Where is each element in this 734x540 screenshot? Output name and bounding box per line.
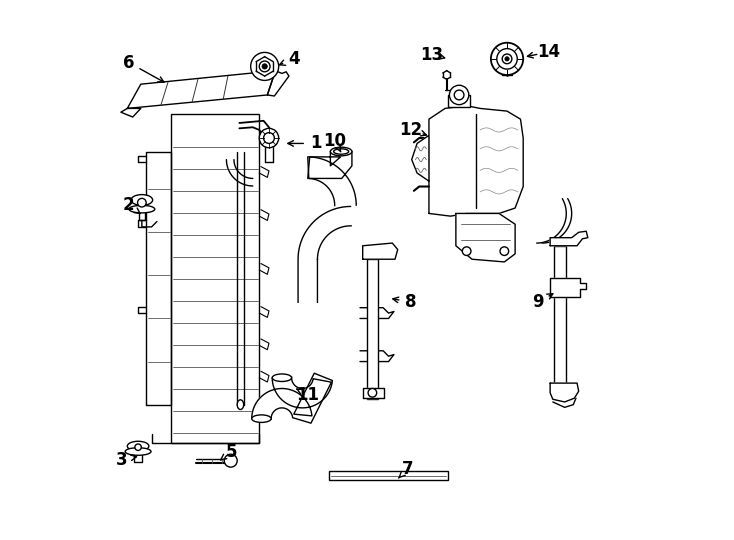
Polygon shape bbox=[550, 383, 578, 402]
Text: 4: 4 bbox=[288, 50, 300, 68]
Circle shape bbox=[137, 198, 146, 207]
Text: 7: 7 bbox=[401, 460, 413, 478]
Polygon shape bbox=[121, 109, 141, 117]
Text: 1: 1 bbox=[310, 134, 321, 152]
Text: 9: 9 bbox=[532, 293, 544, 312]
Ellipse shape bbox=[252, 415, 271, 422]
Bar bbox=[554, 246, 566, 388]
Text: 11: 11 bbox=[297, 386, 319, 404]
Circle shape bbox=[462, 247, 471, 255]
Polygon shape bbox=[550, 278, 586, 297]
Text: 6: 6 bbox=[123, 53, 134, 72]
Circle shape bbox=[502, 54, 512, 64]
Polygon shape bbox=[412, 136, 429, 181]
Bar bbox=[448, 95, 470, 107]
Ellipse shape bbox=[127, 441, 149, 451]
Text: 13: 13 bbox=[420, 45, 443, 64]
Ellipse shape bbox=[334, 149, 349, 154]
Polygon shape bbox=[127, 71, 275, 109]
Text: 2: 2 bbox=[123, 197, 135, 214]
Ellipse shape bbox=[126, 448, 151, 455]
Circle shape bbox=[259, 61, 270, 72]
Ellipse shape bbox=[131, 194, 153, 205]
Polygon shape bbox=[267, 71, 289, 96]
Circle shape bbox=[259, 129, 279, 148]
Bar bbox=[367, 259, 378, 399]
Text: 3: 3 bbox=[116, 450, 128, 469]
Polygon shape bbox=[456, 213, 515, 262]
Circle shape bbox=[368, 388, 377, 397]
Circle shape bbox=[250, 52, 279, 80]
Polygon shape bbox=[550, 231, 588, 246]
Circle shape bbox=[135, 444, 142, 450]
Text: 10: 10 bbox=[323, 132, 346, 150]
Polygon shape bbox=[363, 243, 398, 259]
Text: 5: 5 bbox=[225, 443, 237, 461]
Text: 8: 8 bbox=[405, 293, 417, 312]
Circle shape bbox=[225, 454, 237, 467]
Circle shape bbox=[262, 64, 267, 69]
Circle shape bbox=[491, 43, 523, 75]
Ellipse shape bbox=[330, 147, 352, 156]
Polygon shape bbox=[308, 152, 356, 206]
Ellipse shape bbox=[272, 374, 291, 381]
Polygon shape bbox=[363, 388, 384, 398]
Bar bbox=[172, 114, 259, 443]
Circle shape bbox=[449, 85, 469, 105]
Text: 14: 14 bbox=[537, 43, 561, 61]
Bar bbox=[330, 471, 448, 480]
Ellipse shape bbox=[237, 400, 244, 409]
Circle shape bbox=[264, 133, 275, 144]
Polygon shape bbox=[429, 106, 523, 216]
Circle shape bbox=[505, 57, 509, 61]
Ellipse shape bbox=[129, 205, 155, 213]
Circle shape bbox=[454, 90, 464, 100]
Polygon shape bbox=[298, 206, 351, 302]
Polygon shape bbox=[252, 373, 333, 423]
Circle shape bbox=[497, 49, 517, 69]
Text: 12: 12 bbox=[399, 121, 423, 139]
Circle shape bbox=[500, 247, 509, 255]
